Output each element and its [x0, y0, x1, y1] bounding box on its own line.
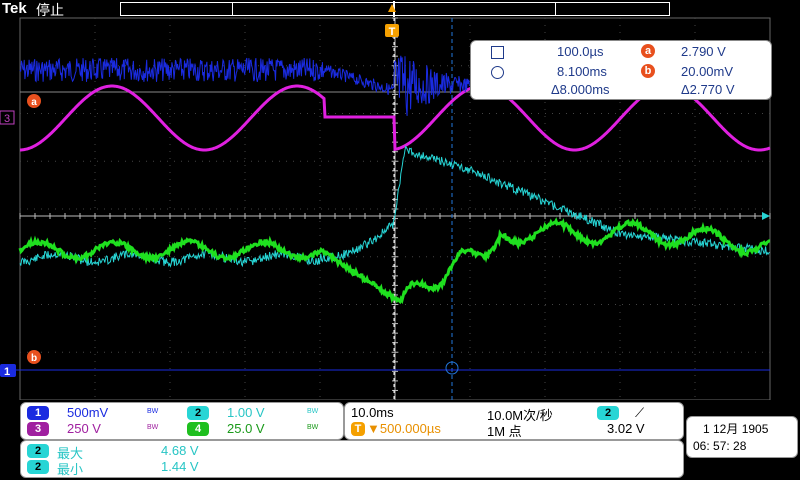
- meas2-channel-badge: 2: [27, 460, 49, 474]
- ch1-bw-icon: BW: [147, 408, 159, 415]
- measurements-panel[interactable]: 2 最大 4.68 V 2 最小 1.44 V: [20, 440, 684, 478]
- cursor-delta-time: Δ8.000ms: [551, 82, 610, 97]
- acquisition-status: 停止: [36, 2, 64, 18]
- date-display: 1 12月 1905: [703, 422, 769, 436]
- timebase-scale[interactable]: 10.0ms: [351, 405, 394, 420]
- trigger-arrow-icon: [388, 4, 396, 12]
- cursor-readout-panel: 100.0µs a 2.790 V 8.100ms b 20.00mV Δ8.0…: [470, 40, 772, 100]
- meas2-label[interactable]: 最小: [57, 462, 84, 477]
- trigger-slope-icon[interactable]: ⟋: [635, 405, 645, 420]
- cursor-b-badge: b: [641, 64, 655, 78]
- svg-text:b: b: [31, 353, 37, 364]
- trigger-source-badge[interactable]: 2: [597, 406, 619, 420]
- top-status-bar: Tek 停止: [0, 0, 800, 18]
- timebase-trigger-panel[interactable]: 10.0ms T ▼500.000µs 10.0M次/秒 1M 点 2 ⟋ 3.…: [344, 402, 684, 440]
- meas1-value: 4.68 V: [161, 443, 199, 458]
- ch1-ground-marker[interactable]: 1: [0, 364, 16, 378]
- datetime-panel: 1 12月 1905 06: 57: 28: [686, 416, 798, 458]
- ch3-ground-marker[interactable]: 3: [0, 110, 15, 125]
- cursor-crosshair-icon: [445, 361, 459, 375]
- ch4-scale[interactable]: 25.0 V: [227, 421, 265, 436]
- ch2-bw-icon: BW: [307, 408, 319, 415]
- channel-settings-panel[interactable]: 1 500mV BW 2 1.00 V BW 3 250 V BW 4 25.0…: [20, 402, 344, 440]
- bottom-panel: 1 500mV BW 2 1.00 V BW 3 250 V BW 4 25.0…: [0, 400, 800, 480]
- ch3-bw-icon: BW: [147, 424, 159, 431]
- ch3-scale[interactable]: 250 V: [67, 421, 101, 436]
- trigger-position-icon: T: [351, 422, 365, 436]
- ch1-badge[interactable]: 1: [27, 406, 49, 420]
- ch4-waveform: [18, 217, 771, 305]
- svg-text:T: T: [389, 26, 396, 38]
- meas1-label[interactable]: 最大: [57, 446, 84, 461]
- circle-cursor-icon: [491, 66, 504, 79]
- svg-text:3: 3: [4, 113, 10, 125]
- sample-rate: 10.0M次/秒: [487, 408, 553, 423]
- ch1-scale[interactable]: 500mV: [67, 405, 109, 420]
- cursor-a-badge: a: [641, 44, 655, 58]
- cursor-time-1: 100.0µs: [557, 44, 604, 59]
- cursor-a-marker[interactable]: a: [27, 94, 41, 108]
- meas2-value: 1.44 V: [161, 459, 199, 474]
- cursor-b-marker[interactable]: b: [27, 350, 41, 364]
- ch4-bw-icon: BW: [307, 424, 319, 431]
- trigger-level[interactable]: 3.02 V: [607, 421, 645, 436]
- trigger-position-marker[interactable]: T: [385, 24, 399, 38]
- meas1-channel-badge: 2: [27, 444, 49, 458]
- cursor-b-value: 20.00mV: [681, 64, 734, 79]
- ch1-waveform: [19, 55, 470, 116]
- brand-logo: Tek: [2, 0, 27, 17]
- record-length[interactable]: 1M 点: [487, 424, 522, 439]
- ch2-badge[interactable]: 2: [187, 406, 209, 420]
- ch2-scale[interactable]: 1.00 V: [227, 405, 265, 420]
- ch4-level-marker: [762, 212, 770, 220]
- cursor-time-2: 8.100ms: [557, 64, 607, 79]
- svg-text:a: a: [31, 97, 37, 108]
- ch4-badge[interactable]: 4: [187, 422, 209, 436]
- ch3-badge[interactable]: 3: [27, 422, 49, 436]
- cursor-delta-value: Δ2.770 V: [681, 82, 735, 97]
- svg-text:1: 1: [4, 366, 10, 378]
- square-cursor-icon: [491, 46, 504, 59]
- cursor-a-value: 2.790 V: [681, 44, 726, 59]
- trigger-position[interactable]: ▼500.000µs: [367, 421, 441, 436]
- time-display: 06: 57: 28: [693, 439, 747, 453]
